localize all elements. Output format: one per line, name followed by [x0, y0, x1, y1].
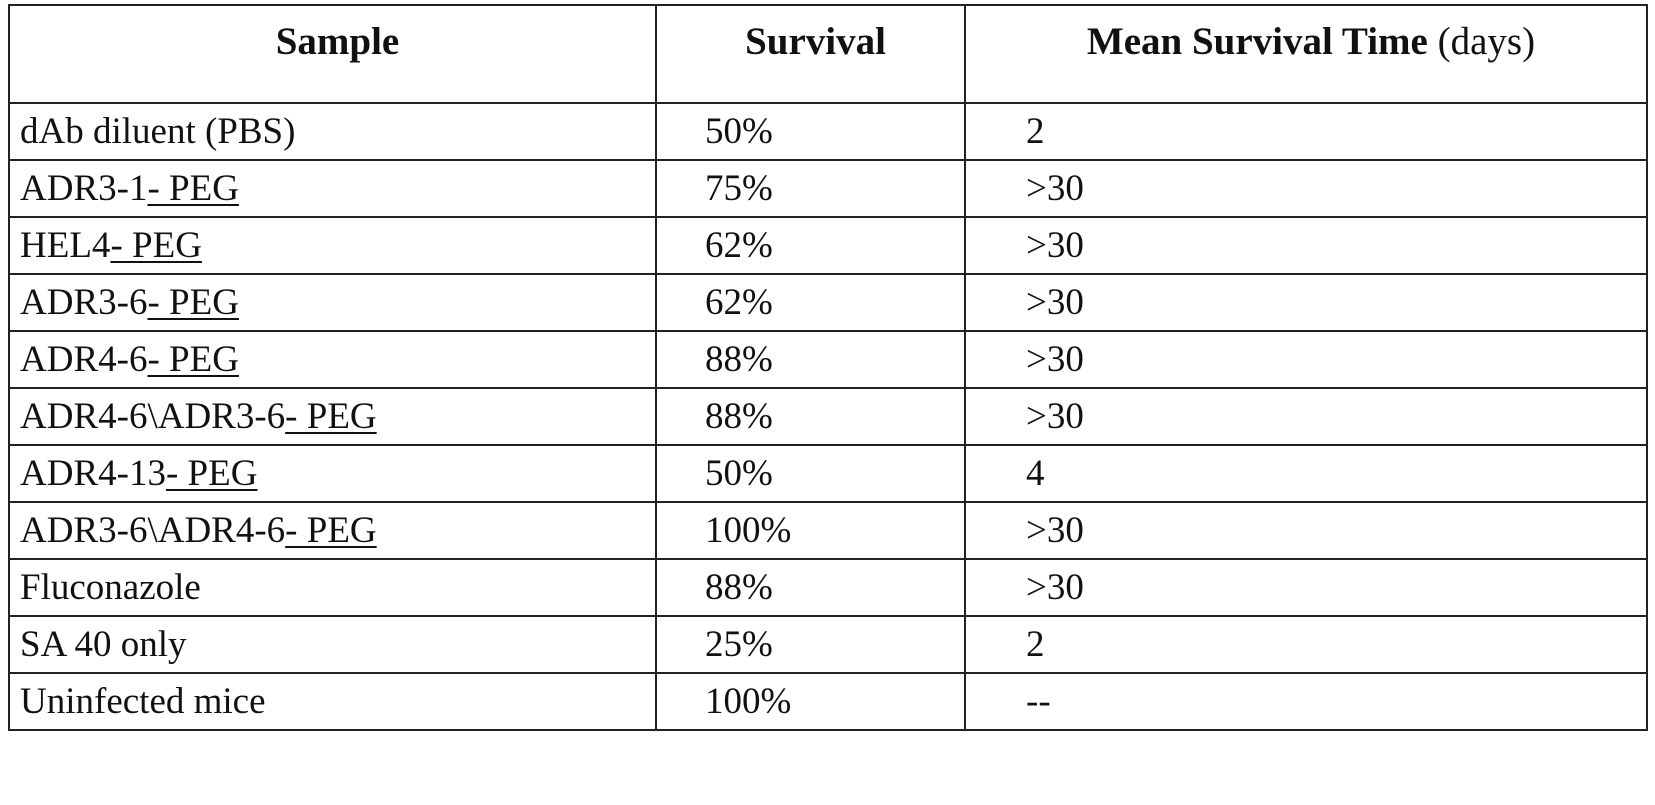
header-survival: Survival [656, 5, 965, 103]
survival-cell: 50% [656, 103, 965, 160]
sample-cell: ADR4-6\ADR3-6- PEG [9, 388, 656, 445]
sample-name: Uninfected mice [20, 681, 266, 722]
sample-cell: HEL4- PEG [9, 217, 656, 274]
sample-name: ADR3-6\ADR4-6 [20, 510, 285, 551]
header-sample-label: Sample [276, 20, 400, 63]
mean-survival-time-value: 2 [1026, 624, 1045, 665]
sample-name: ADR3-6 [20, 282, 147, 323]
sample-suffix: - PEG [147, 339, 238, 380]
mean-survival-time-value: >30 [1026, 225, 1084, 266]
mean-survival-time-value: -- [1026, 681, 1051, 722]
mean-survival-time-cell: 2 [965, 616, 1647, 673]
survival-value: 50% [705, 453, 773, 494]
table-row: ADR4-13- PEG 50% 4 [9, 445, 1647, 502]
mean-survival-time-value: >30 [1026, 282, 1084, 323]
sample-suffix: - PEG [147, 282, 238, 323]
sample-name: dAb diluent (PBS) [20, 111, 295, 152]
survival-value: 50% [705, 111, 773, 152]
sample-name: ADR4-6 [20, 339, 147, 380]
sample-cell: ADR3-6- PEG [9, 274, 656, 331]
survival-value: 75% [705, 168, 773, 209]
survival-value: 100% [705, 510, 791, 551]
survival-value: 25% [705, 624, 773, 665]
mean-survival-time-cell: >30 [965, 559, 1647, 616]
survival-value: 62% [705, 225, 773, 266]
survival-value: 62% [705, 282, 773, 323]
survival-table: Sample Survival Mean Survival Time (days… [8, 4, 1648, 731]
table-body: dAb diluent (PBS) 50% 2 ADR3-1- PEG 75% … [9, 103, 1647, 730]
table-row: ADR3-6\ADR4-6- PEG 100% >30 [9, 502, 1647, 559]
survival-cell: 88% [656, 388, 965, 445]
sample-cell: ADR3-1- PEG [9, 160, 656, 217]
header-mst-unit: (days) [1428, 20, 1535, 63]
mean-survival-time-value: >30 [1026, 396, 1084, 437]
mean-survival-time-cell: >30 [965, 502, 1647, 559]
sample-cell: Uninfected mice [9, 673, 656, 730]
survival-cell: 62% [656, 217, 965, 274]
survival-cell: 88% [656, 559, 965, 616]
header-mean-survival-time: Mean Survival Time (days) [965, 5, 1647, 103]
sample-name: HEL4 [20, 225, 110, 266]
mean-survival-time-value: >30 [1026, 510, 1084, 551]
sample-suffix: - PEG [166, 453, 257, 494]
table-row: SA 40 only 25% 2 [9, 616, 1647, 673]
survival-cell: 88% [656, 331, 965, 388]
sample-name: ADR4-6\ADR3-6 [20, 396, 285, 437]
survival-value: 88% [705, 396, 773, 437]
sample-suffix: - PEG [110, 225, 201, 266]
table-row: Uninfected mice 100% -- [9, 673, 1647, 730]
table-row: Fluconazole 88% >30 [9, 559, 1647, 616]
mean-survival-time-cell: >30 [965, 388, 1647, 445]
sample-suffix: - PEG [147, 168, 238, 209]
mean-survival-time-cell: >30 [965, 160, 1647, 217]
table-row: ADR4-6\ADR3-6- PEG 88% >30 [9, 388, 1647, 445]
table-row: dAb diluent (PBS) 50% 2 [9, 103, 1647, 160]
sample-cell: Fluconazole [9, 559, 656, 616]
sample-name: ADR4-13 [20, 453, 166, 494]
mean-survival-time-cell: 4 [965, 445, 1647, 502]
sample-cell: ADR4-13- PEG [9, 445, 656, 502]
sample-cell: ADR4-6- PEG [9, 331, 656, 388]
sample-name: ADR3-1 [20, 168, 147, 209]
header-row: Sample Survival Mean Survival Time (days… [9, 5, 1647, 103]
sample-cell: SA 40 only [9, 616, 656, 673]
header-survival-label: Survival [745, 20, 886, 63]
survival-cell: 100% [656, 673, 965, 730]
survival-value: 88% [705, 567, 773, 608]
table-row: HEL4- PEG 62% >30 [9, 217, 1647, 274]
mean-survival-time-value: >30 [1026, 168, 1084, 209]
mean-survival-time-cell: >30 [965, 274, 1647, 331]
table-row: ADR3-1- PEG 75% >30 [9, 160, 1647, 217]
sample-name: SA 40 only [20, 624, 187, 665]
mean-survival-time-value: >30 [1026, 567, 1084, 608]
survival-value: 88% [705, 339, 773, 380]
mean-survival-time-value: 2 [1026, 111, 1045, 152]
mean-survival-time-cell: >30 [965, 331, 1647, 388]
survival-cell: 25% [656, 616, 965, 673]
table-row: ADR4-6- PEG 88% >30 [9, 331, 1647, 388]
table-row: ADR3-6- PEG 62% >30 [9, 274, 1647, 331]
mean-survival-time-cell: -- [965, 673, 1647, 730]
header-mst-label: Mean Survival Time [1087, 20, 1428, 63]
header-sample: Sample [9, 5, 656, 103]
sample-cell: dAb diluent (PBS) [9, 103, 656, 160]
survival-cell: 100% [656, 502, 965, 559]
mean-survival-time-value: >30 [1026, 339, 1084, 380]
sample-cell: ADR3-6\ADR4-6- PEG [9, 502, 656, 559]
survival-cell: 62% [656, 274, 965, 331]
sample-suffix: - PEG [285, 510, 376, 551]
survival-cell: 75% [656, 160, 965, 217]
survival-cell: 50% [656, 445, 965, 502]
sample-name: Fluconazole [20, 567, 201, 608]
survival-value: 100% [705, 681, 791, 722]
mean-survival-time-cell: 2 [965, 103, 1647, 160]
mean-survival-time-cell: >30 [965, 217, 1647, 274]
mean-survival-time-value: 4 [1026, 453, 1045, 494]
sample-suffix: - PEG [285, 396, 376, 437]
